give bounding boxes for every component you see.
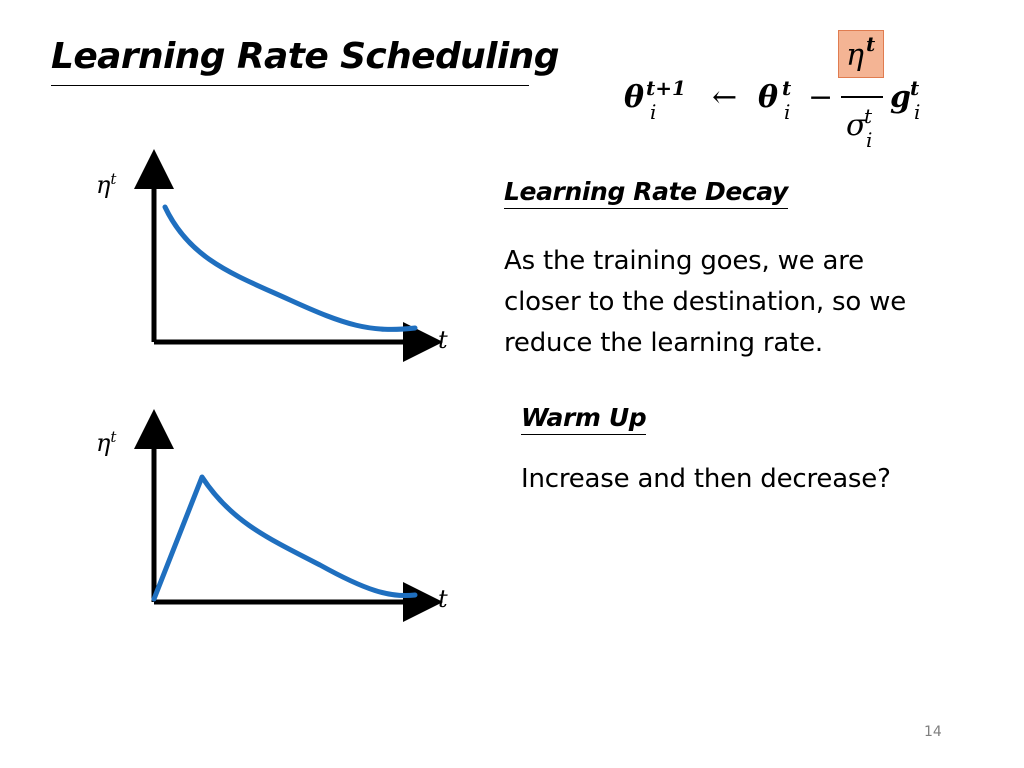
warmup-y-label: ηt xyxy=(96,428,117,457)
warmup-plot xyxy=(134,409,443,622)
update-rule-formula: θ t+1 i ← θ t i − η t σ t i g t i xyxy=(620,30,950,160)
formula-gradient: g xyxy=(890,80,911,115)
decay-curve xyxy=(162,204,418,332)
decay-line-3: reduce the learning rate. xyxy=(504,328,823,358)
warmup-heading: Warm Up xyxy=(521,402,647,435)
formula-theta-subscript: i xyxy=(784,100,791,124)
formula-lhs-theta: θ xyxy=(624,80,645,115)
formula-minus: − xyxy=(808,80,834,115)
formula-gradient-subscript: i xyxy=(914,100,921,124)
warmup-text: Increase and then decrease? xyxy=(521,464,891,494)
page-number: 14 xyxy=(924,724,942,740)
formula-gradient-superscript: t xyxy=(910,76,920,100)
warmup-curve xyxy=(151,474,418,602)
decay-line-2: closer to the destination, so we xyxy=(504,287,907,317)
decay-line-1: As the training goes, we are xyxy=(504,246,864,276)
slide-title: Learning Rate Scheduling xyxy=(51,36,559,77)
decay-x-label: t xyxy=(438,326,448,354)
decay-heading: Learning Rate Decay xyxy=(504,176,788,209)
formula-eta-superscript: t xyxy=(866,32,876,56)
formula-sigma-subscript: i xyxy=(866,128,873,152)
decay-plot-svg xyxy=(134,149,443,362)
formula-sigma-superscript: t xyxy=(864,104,873,128)
formula-lhs-subscript: i xyxy=(650,100,657,124)
warmup-x-label: t xyxy=(438,585,448,613)
formula-lhs-superscript: t+1 xyxy=(646,76,686,100)
decay-y-label: ηt xyxy=(96,170,117,199)
decay-plot xyxy=(134,149,443,362)
formula-arrow: ← xyxy=(712,80,738,115)
fraction-bar xyxy=(841,96,883,98)
formula-sigma: σ xyxy=(846,108,867,143)
title-underline xyxy=(51,85,529,86)
formula-eta: η xyxy=(846,38,864,73)
learning-rate-highlight xyxy=(838,30,884,78)
warmup-plot-svg xyxy=(134,409,443,622)
formula-theta-superscript: t xyxy=(782,76,792,100)
formula-theta: θ xyxy=(758,80,779,115)
